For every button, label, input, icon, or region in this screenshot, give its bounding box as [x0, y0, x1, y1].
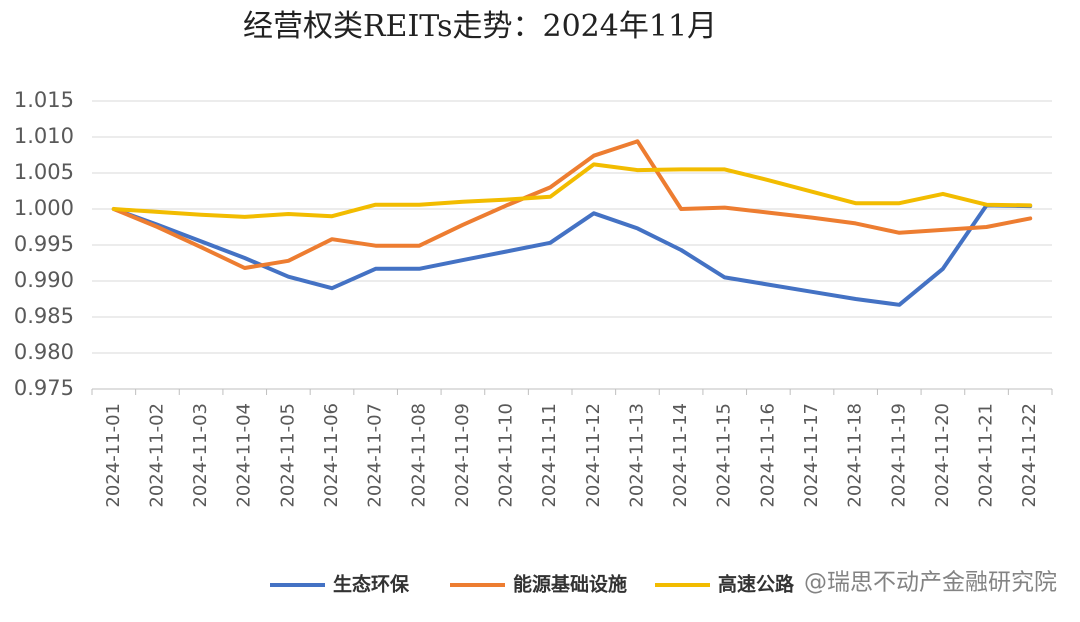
y-tick-label: 0.990 — [14, 268, 74, 292]
x-tick-label: 2024-11-22 — [1019, 403, 1040, 508]
series-line — [111, 203, 1033, 307]
x-tick-label: 2024-11-10 — [496, 403, 517, 508]
x-tick-label: 2024-11-04 — [234, 403, 255, 508]
y-tick-label: 0.980 — [14, 340, 74, 364]
x-tick-label: 2024-11-20 — [932, 403, 953, 508]
y-tick-label: 0.995 — [14, 232, 74, 256]
x-tick-label: 2024-11-03 — [190, 403, 211, 508]
series-line — [111, 139, 1033, 270]
x-tick-label: 2024-11-19 — [888, 403, 909, 508]
chart-title: 经营权类REITs走势：2024年11月 — [243, 9, 717, 44]
x-tick-label: 2024-11-07 — [365, 403, 386, 508]
x-tick-label: 2024-11-17 — [801, 403, 822, 508]
x-tick-label: 2024-11-21 — [976, 403, 997, 508]
x-tick-label: 2024-11-18 — [845, 403, 866, 508]
x-tick-label: 2024-11-16 — [757, 403, 778, 508]
y-tick-label: 1.010 — [14, 124, 74, 148]
x-tick-label: 2024-11-01 — [103, 403, 124, 508]
y-tick-label: 0.975 — [14, 376, 74, 400]
x-tick-label: 2024-11-15 — [714, 403, 735, 508]
x-tick-label: 2024-11-09 — [452, 403, 473, 508]
x-tick-label: 2024-11-14 — [670, 403, 691, 508]
x-tick-label: 2024-11-13 — [626, 403, 647, 508]
y-tick-label: 1.000 — [14, 196, 74, 220]
y-tick-label: 1.005 — [14, 160, 74, 184]
x-tick-label: 2024-11-06 — [321, 403, 342, 508]
legend-label: 能源基础设施 — [513, 573, 627, 596]
x-tick-label: 2024-11-02 — [146, 403, 167, 508]
x-tick-label: 2024-11-12 — [583, 403, 604, 508]
watermark: @瑞思不动产金融研究院 — [804, 570, 1057, 596]
y-tick-label: 1.015 — [14, 88, 74, 112]
series-line — [111, 162, 1033, 219]
legend-label: 高速公路 — [718, 573, 795, 596]
x-tick-label: 2024-11-05 — [277, 403, 298, 508]
x-tick-label: 2024-11-08 — [408, 403, 429, 508]
legend-label: 生态环保 — [333, 573, 410, 596]
x-tick-label: 2024-11-11 — [539, 403, 560, 508]
y-tick-label: 0.985 — [14, 304, 74, 328]
